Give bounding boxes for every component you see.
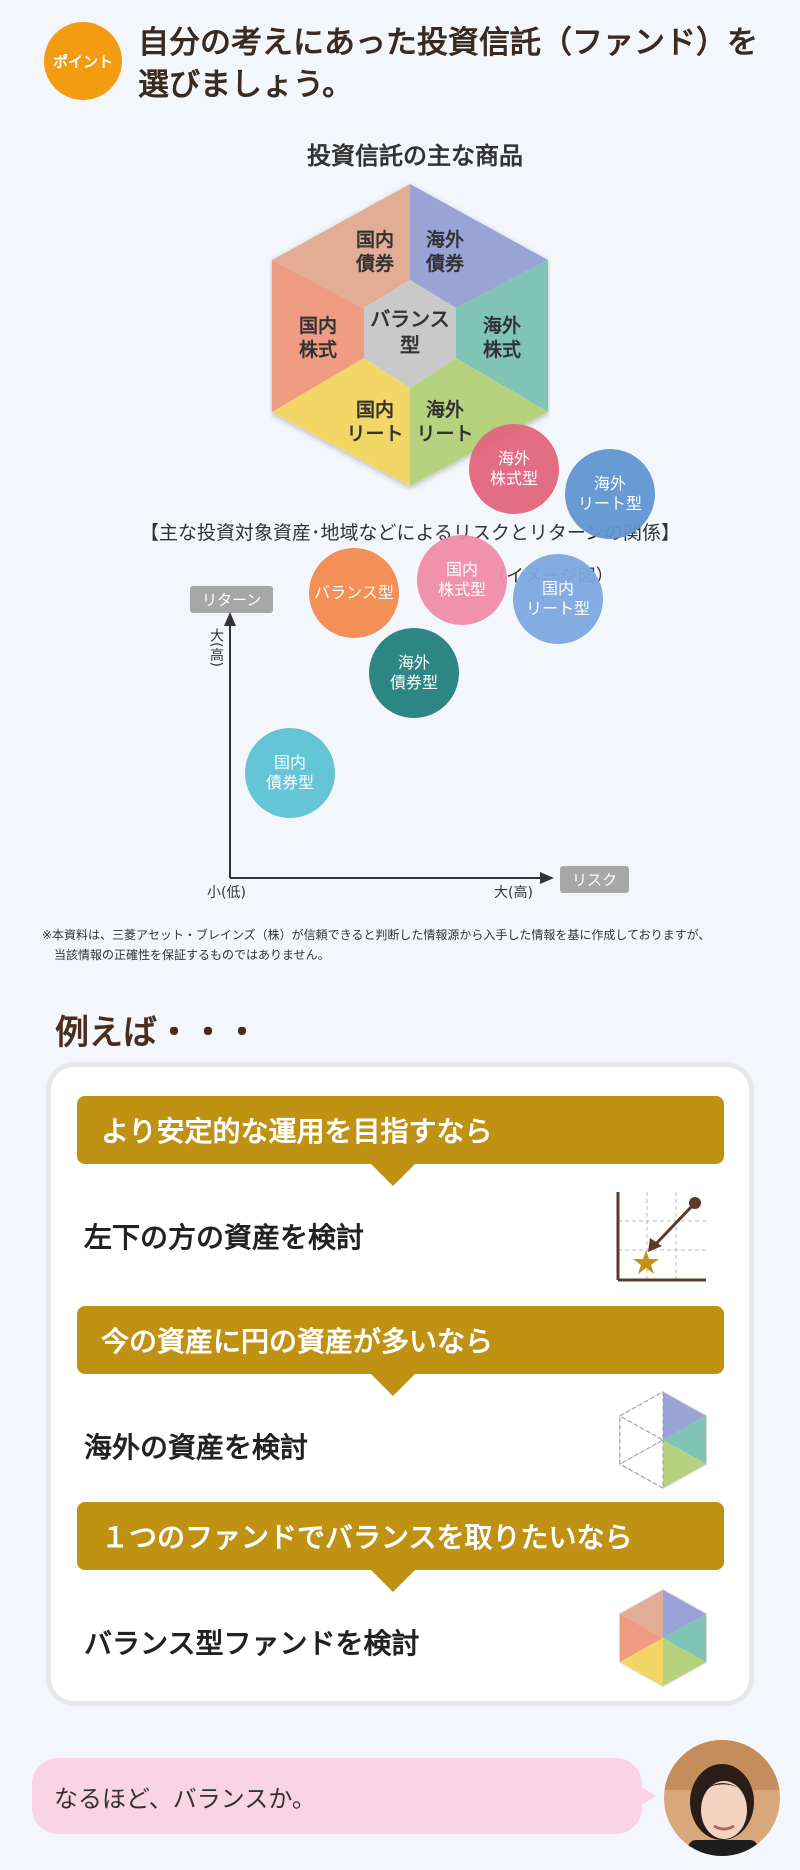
- bubble-海外債券型: 海外 債券型: [369, 628, 459, 719]
- suggestion-text-2: 海外の資産を検討: [84, 1431, 309, 1464]
- hexagon-label-国内株式-1: 国内: [299, 314, 337, 337]
- hexagon-segment-国内株式: [272, 260, 364, 412]
- speech-text: なるほど、バランスか。: [54, 1784, 316, 1813]
- bubble-国内債券型: 国内 債券型: [245, 727, 335, 818]
- speech-bubble: なるほど、バランスか。: [32, 1758, 642, 1834]
- bubble-国内株式型: 国内 株式型: [417, 535, 507, 626]
- bubble-label: 海外 リート型: [577, 473, 642, 513]
- y-axis-arrow: [224, 612, 236, 626]
- hexagon-segment-海外債券: [410, 184, 548, 308]
- bubble-label: 国内 株式型: [437, 560, 486, 600]
- page-title: 自分の考えにあった投資信託（ファンド）を 選びましょう。: [138, 22, 778, 106]
- avatar: [664, 1740, 780, 1856]
- hexagon-label-国内リート-2: リート: [346, 423, 403, 445]
- hexagon-label-国内株式-2: 株式: [299, 338, 337, 361]
- bubble-label: バランス型: [314, 582, 394, 602]
- bubble-label: 国内 債券型: [265, 752, 314, 792]
- point-badge: ポイント: [44, 22, 122, 100]
- bubble-海外株式型: 海外 株式型: [469, 423, 559, 514]
- hexagon-segment-海外株式: [456, 260, 548, 412]
- hexagon-center: [364, 280, 456, 388]
- condition-bar-1: より安定的な運用を目指すなら: [77, 1096, 724, 1186]
- chart-caption: 【主な投資対象資産･地域などによるリスクとリターンの関係】: [140, 522, 680, 544]
- hexagon-label-海外株式-1: 海外: [483, 314, 521, 337]
- origin-low-label: 小(低): [207, 885, 246, 901]
- hexagon-label-海外株式-2: 株式: [483, 338, 521, 361]
- page-title-line-1: 自分の考えにあった投資信託（ファンド）を: [138, 25, 758, 61]
- bubble-label: 国内 リート型: [525, 579, 590, 618]
- hexagon-segment-国内リート: [272, 358, 410, 486]
- full-hexagon-icon: [619, 1588, 707, 1688]
- disclaimer-line-2: 当該情報の正確性を保証するものではありません。: [54, 948, 330, 962]
- center-label-line1: バランス: [370, 307, 450, 331]
- condition-text-1: より安定的な運用を目指すなら: [101, 1115, 493, 1148]
- hexagon-segment-国内債券: [272, 184, 410, 308]
- bubble-海外リート型: 海外 リート型: [565, 448, 655, 539]
- suggestion-text-1: 左下の方の資産を検討: [84, 1221, 365, 1254]
- y-axis-high-label: 大(高): [208, 628, 224, 667]
- condition-text-3: １つのファンドでバランスを取りたいなら: [101, 1521, 633, 1554]
- bubble-バランス型: バランス型: [309, 547, 399, 638]
- speech-bubble-tail: [640, 1786, 656, 1806]
- hexagon-label-海外債券-2: 債券: [425, 252, 465, 275]
- condition-bar-3: １つのファンドでバランスを取りたいなら: [77, 1502, 724, 1592]
- risk-return-axes: [224, 612, 554, 884]
- x-axis-arrow: [540, 872, 554, 884]
- mini-chart-icon: [616, 1192, 706, 1282]
- hexagon-label-海外リート-1: 海外: [426, 398, 464, 421]
- bubble-国内リート型: 国内 リート型: [513, 554, 603, 644]
- x-axis-tag: リスク: [560, 866, 630, 893]
- condition-bar-2: 今の資産に円の資産が多いなら: [77, 1306, 724, 1396]
- hexagon-label-国内リート-1: 国内: [356, 398, 394, 421]
- suggestion-text-3: バランス型ファンドを検討: [84, 1627, 420, 1660]
- disclaimer-note: ※本資料は、三菱アセット・ブレインズ（株）が信頼できると判断した情報源から入手し…: [42, 925, 782, 965]
- hexagon-label-海外リート-2: リート: [416, 423, 473, 445]
- hexagon-title: 投資信託の主な商品: [307, 142, 523, 170]
- bubble-label: 海外 債券型: [389, 653, 438, 693]
- hexagon-label-国内債券-1: 国内: [356, 228, 394, 251]
- half-hexagon-icon: [618, 1390, 707, 1490]
- center-label-line2: 型: [400, 333, 420, 357]
- disclaimer-line-1: ※本資料は、三菱アセット・ブレインズ（株）が信頼できると判断した情報源から入手し…: [42, 928, 711, 942]
- bubble-label: 海外 株式型: [489, 448, 538, 488]
- hexagon-label-国内債券-2: 債券: [355, 252, 395, 275]
- hexagon-segment-海外リート: [410, 358, 548, 486]
- page-title-line-2: 選びましょう。: [138, 67, 354, 103]
- x-axis-high-label: 大(高): [494, 885, 533, 901]
- y-axis-tag: リターン: [190, 586, 274, 613]
- condition-text-2: 今の資産に円の資産が多いなら: [101, 1325, 494, 1358]
- examples-heading: 例えば・・・: [55, 1013, 259, 1053]
- hexagon-label-海外債券-1: 海外: [426, 228, 464, 251]
